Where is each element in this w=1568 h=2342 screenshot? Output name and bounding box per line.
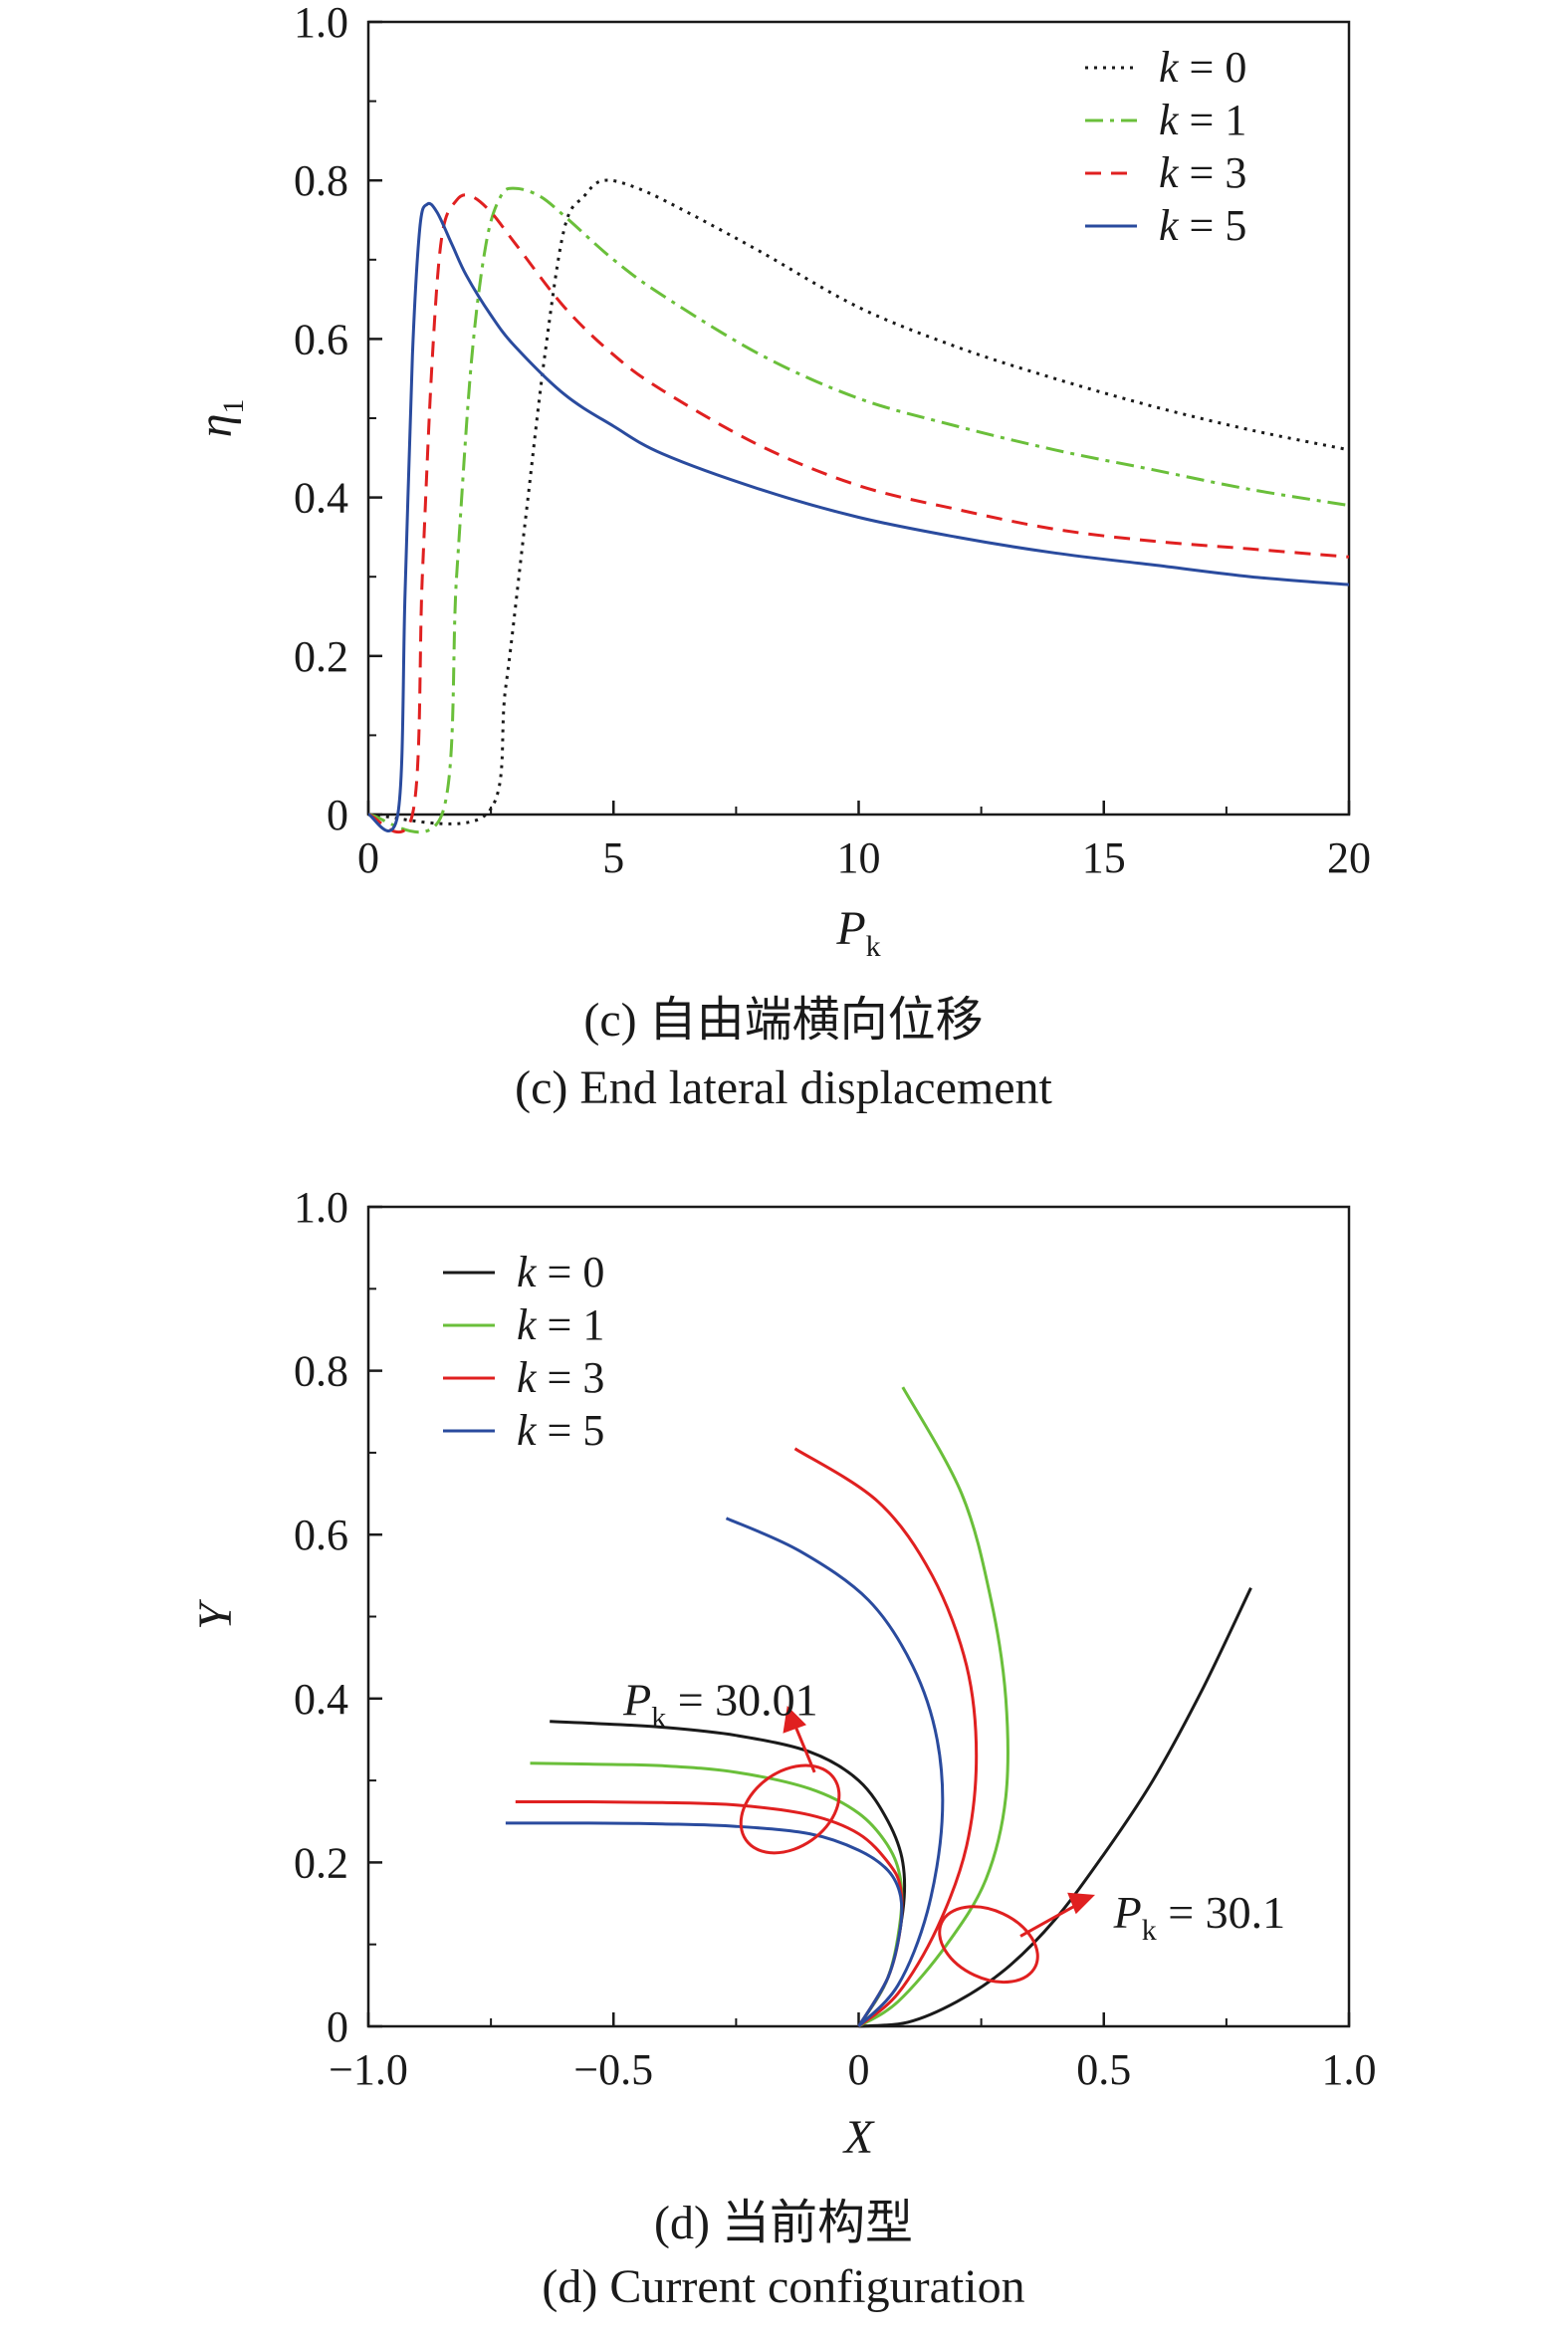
x-tick-label: 5 [602,833,624,882]
caption-cn: (c) 自由端横向位移 [583,994,983,1047]
series-line-k3-pk30-1 [793,1447,979,2028]
legend-label: k = 1 [1159,96,1246,144]
y-tick-label: 1.0 [294,1183,348,1232]
x-tick-label: 10 [837,833,881,882]
series-line-k5-pk30-1 [725,1517,945,2028]
caption-en: (c) End lateral displacement [515,1061,1052,1114]
x-tick-label: −0.5 [573,2045,653,2094]
y-tick-label: 0.6 [294,1511,348,1559]
x-tick-label: 15 [1082,833,1126,882]
y-tick-label: 0 [327,2002,348,2051]
legend-label: k = 0 [1159,43,1246,92]
y-tick-label: 0 [327,791,348,839]
legend-label: k = 5 [517,1406,604,1455]
y-tick-label: 0.8 [294,156,348,205]
legend-label: k = 3 [1159,148,1246,197]
y-axis-label: Y [189,1599,242,1630]
y-axis-label-group: Y [189,1599,242,1630]
annotation-arrowhead-30-1 [1067,1892,1096,1915]
series-line-k0-pk30-01 [550,1720,907,2027]
series-line-k5 [367,201,1350,832]
annotation-ellipse-30-01 [739,1763,841,1855]
x-tick-label: 1.0 [1322,2045,1377,2094]
x-tick-label: 0.5 [1076,2045,1131,2094]
x-axis-label: Pk [835,902,880,963]
x-tick-label: −1.0 [329,2045,408,2094]
y-tick-label: 0.6 [294,315,348,363]
legend-label: k = 3 [517,1353,604,1402]
series-line-k3-pk30-01 [515,1799,904,2027]
x-tick-label: 0 [848,2045,870,2094]
x-tick-label: 20 [1327,833,1371,882]
caption-en: (d) Current configuration [542,2260,1024,2313]
series-line-k0-pk30-1 [858,1587,1252,2028]
series-line-k3 [367,193,1350,834]
series-line-k1 [367,186,1350,834]
y-tick-label: 1.0 [294,0,348,47]
y-tick-label: 0.2 [294,1838,348,1887]
y-axis-label: η1 [189,399,250,438]
annotation-arrow-30-1 [1019,1902,1080,1938]
annotation-label: Pk = 30.1 [1113,1887,1286,1947]
caption-cn: (d) 当前构型 [654,2197,913,2249]
y-tick-label: 0.4 [294,474,348,523]
annotation-label: Pk = 30.01 [622,1674,818,1734]
x-tick-label: 0 [357,833,379,882]
series-line-k1-pk30-1 [857,1386,1009,2028]
y-tick-label: 0.4 [294,1675,348,1724]
x-axis-label-sub: k [866,930,881,963]
y-tick-label: 0.2 [294,632,348,681]
series-line-k5-pk30-01 [505,1821,904,2027]
y-tick-label: 0.8 [294,1347,348,1396]
annotation-ellipse-30-1 [938,1905,1039,1985]
legend-label: k = 5 [1159,201,1246,250]
legend-label: k = 1 [517,1300,604,1349]
series-line-k0 [367,178,1350,825]
y-axis-label-sub: 1 [217,399,250,414]
annotation-arrowhead-30-01 [783,1705,806,1734]
legend-label: k = 0 [517,1248,604,1296]
y-axis-label-group: η1 [189,399,250,438]
x-axis-label: X [842,2111,875,2164]
